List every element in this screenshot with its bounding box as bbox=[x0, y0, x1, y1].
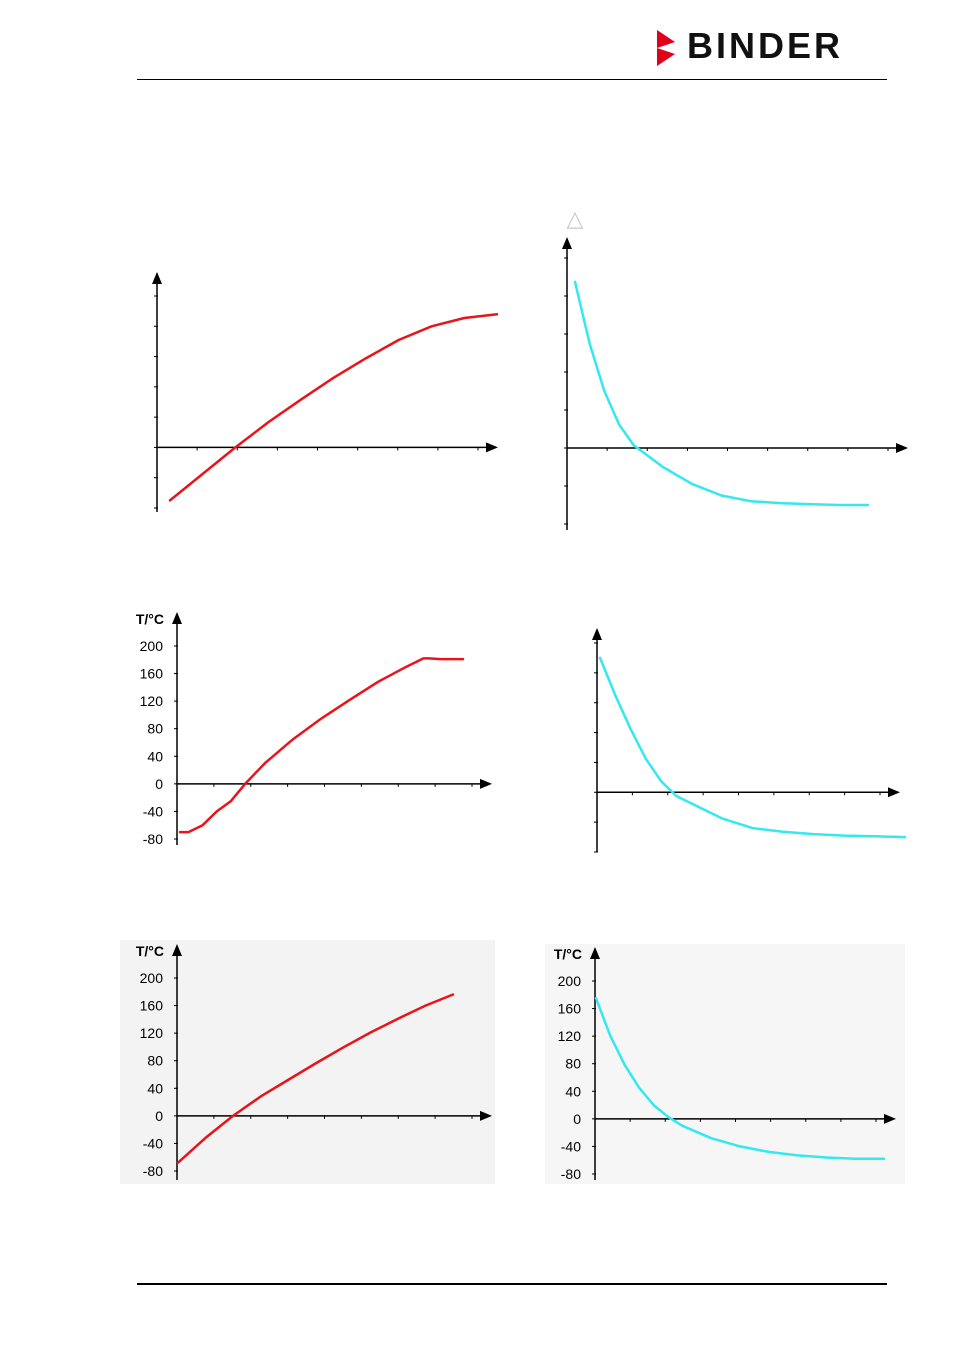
y-tick-label: 40 bbox=[147, 1080, 163, 1096]
panel-background-left bbox=[120, 940, 495, 1184]
series-line bbox=[598, 656, 907, 839]
y-axis-label: T/°C bbox=[136, 943, 164, 959]
y-tick-label: 0 bbox=[155, 1108, 163, 1124]
series-line bbox=[168, 312, 499, 502]
y-tick-label: 80 bbox=[565, 1056, 581, 1072]
y-axis-arrow bbox=[152, 272, 162, 284]
y-axis-arrow bbox=[590, 947, 600, 959]
chart-3: 200 160 120 80 40 0 -40 -80 T/°C bbox=[136, 611, 482, 847]
series-line bbox=[573, 280, 870, 507]
binder-logo bbox=[657, 30, 675, 66]
series-line bbox=[176, 993, 455, 1164]
chart-6: 200 160 120 80 40 0 -40 -80 T/°C bbox=[554, 946, 886, 1182]
y-tick-label: 200 bbox=[140, 970, 164, 986]
y-tick-label: 200 bbox=[140, 638, 164, 654]
footer-rule bbox=[137, 1283, 887, 1285]
y-tick-label: 80 bbox=[147, 721, 163, 737]
y-tick-label: 40 bbox=[565, 1083, 581, 1099]
logo-arrow-lower bbox=[657, 48, 675, 66]
chart-5: 200 160 120 80 40 0 -40 -80 T/°C bbox=[136, 943, 482, 1180]
y-tick-label: -40 bbox=[143, 1135, 163, 1151]
y-tick-label: 0 bbox=[155, 776, 163, 792]
y-tick-label: 0 bbox=[573, 1111, 581, 1127]
y-tick-label: 120 bbox=[558, 1028, 582, 1044]
y-tick-label: 80 bbox=[147, 1053, 163, 1069]
y-axis-arrow bbox=[592, 628, 602, 640]
chart-1 bbox=[154, 282, 499, 512]
y-tick-label: 120 bbox=[140, 1025, 164, 1041]
x-axis-arrow bbox=[888, 787, 900, 798]
x-axis-arrow bbox=[480, 1110, 492, 1121]
logo-arrow-upper bbox=[657, 30, 675, 48]
y-axis-label: T/°C bbox=[554, 946, 582, 962]
y-tick-label: -80 bbox=[143, 831, 163, 847]
x-axis-arrow bbox=[884, 1113, 896, 1124]
header-rule bbox=[137, 79, 887, 80]
y-axis-label: T/°C bbox=[136, 611, 164, 627]
brand-name: BINDER bbox=[687, 25, 844, 66]
y-axis-arrow bbox=[172, 612, 182, 624]
y-tick-label: -40 bbox=[143, 803, 163, 819]
y-tick-label: -80 bbox=[561, 1166, 581, 1182]
y-tick-label: 200 bbox=[558, 973, 582, 989]
panel-background-right bbox=[545, 944, 905, 1184]
y-tick-label: 160 bbox=[558, 1001, 582, 1017]
y-tick-label: -80 bbox=[143, 1163, 163, 1179]
x-axis-arrow bbox=[486, 442, 498, 453]
y-tick-label: 40 bbox=[147, 748, 163, 764]
series-line bbox=[594, 996, 886, 1161]
y-tick-label: 160 bbox=[140, 666, 164, 682]
chart-4 bbox=[594, 638, 907, 853]
y-tick-label: 160 bbox=[140, 998, 164, 1014]
x-axis-arrow bbox=[896, 443, 908, 453]
chart-2 bbox=[564, 247, 898, 530]
x-axis-arrow bbox=[480, 778, 492, 789]
series-line bbox=[178, 657, 465, 834]
y-tick-label: -40 bbox=[561, 1138, 581, 1154]
y-axis-arrow bbox=[562, 237, 572, 249]
y-tick-label: 120 bbox=[140, 693, 164, 709]
y-axis-arrow bbox=[172, 944, 182, 956]
delta-symbol: △ bbox=[567, 207, 584, 232]
